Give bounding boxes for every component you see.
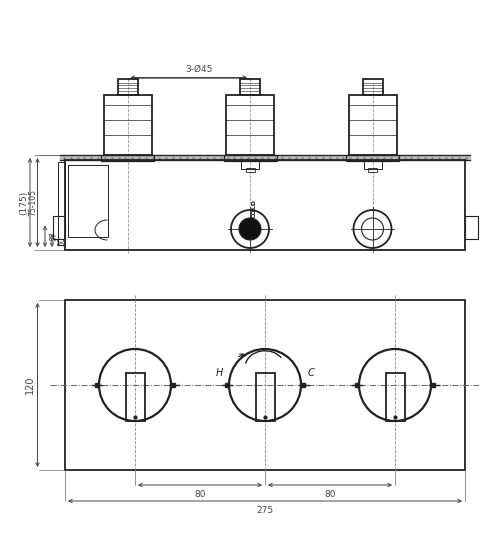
Text: (175): (175): [20, 190, 28, 215]
Bar: [465, 216, 477, 239]
Bar: [246, 168, 254, 172]
Bar: [362, 79, 382, 95]
Text: H: H: [216, 367, 222, 377]
Text: 3-Ø45: 3-Ø45: [185, 64, 212, 73]
Bar: [348, 95, 397, 155]
Circle shape: [239, 218, 261, 240]
Bar: [226, 95, 274, 155]
Bar: [364, 160, 382, 169]
Bar: [224, 155, 276, 161]
Bar: [118, 79, 138, 95]
Text: 50: 50: [57, 236, 66, 246]
Bar: [126, 373, 144, 421]
Bar: [386, 373, 404, 421]
Bar: [256, 373, 274, 421]
Bar: [52, 216, 65, 239]
Bar: [346, 155, 399, 161]
Bar: [58, 163, 65, 245]
Text: 67: 67: [50, 231, 59, 241]
Bar: [101, 155, 154, 161]
Bar: [241, 160, 259, 169]
Bar: [68, 165, 108, 238]
Text: 75-105: 75-105: [28, 189, 37, 216]
Text: COLD: COLD: [252, 199, 256, 218]
Bar: [240, 79, 260, 95]
Text: 80: 80: [194, 490, 206, 499]
Text: 120: 120: [25, 376, 35, 394]
Bar: [104, 95, 152, 155]
Text: 80: 80: [324, 490, 336, 499]
Text: C: C: [308, 367, 314, 377]
Text: 275: 275: [256, 506, 274, 515]
Bar: [65, 300, 465, 470]
Bar: [368, 168, 377, 172]
Bar: [65, 160, 465, 250]
